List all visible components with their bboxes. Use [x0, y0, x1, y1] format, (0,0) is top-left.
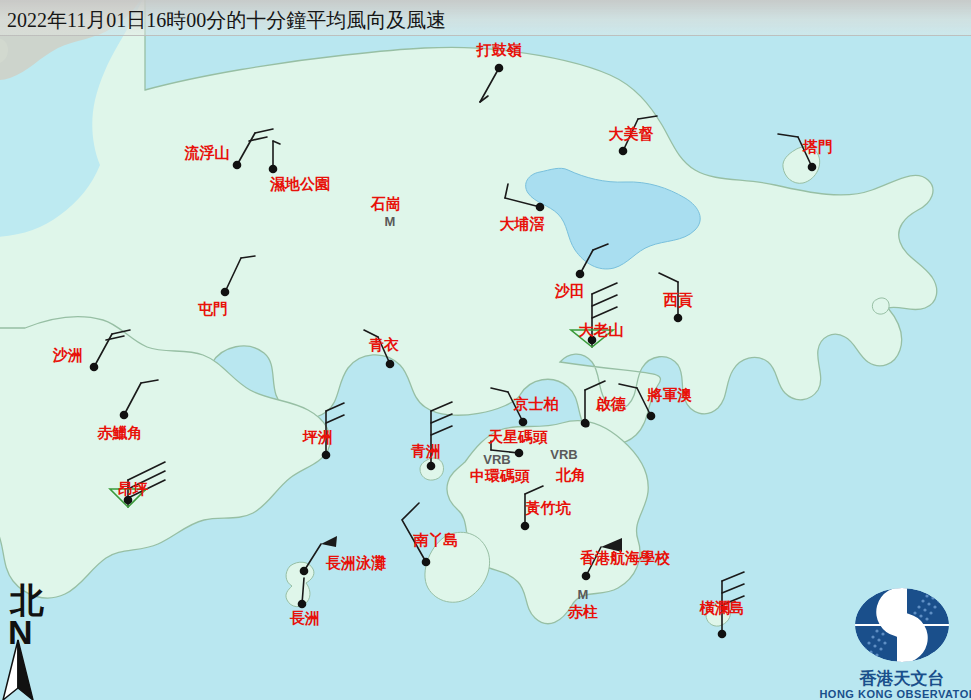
svg-text:N: N [8, 613, 33, 651]
